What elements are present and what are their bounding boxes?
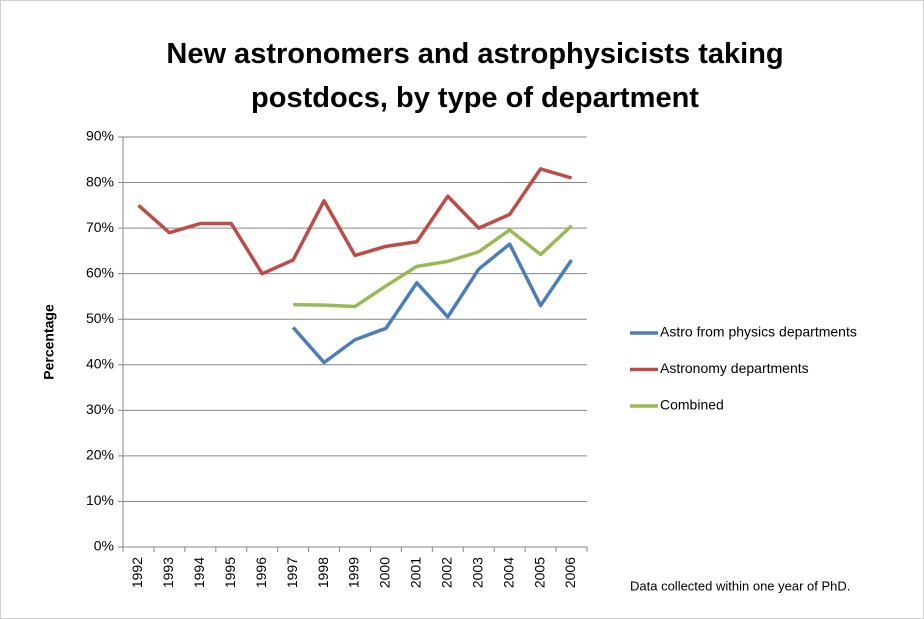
legend-label: Astronomy departments	[660, 360, 809, 376]
x-tick-label: 2004	[500, 557, 516, 588]
x-tick-label: 1992	[129, 557, 145, 588]
x-tick-label: 2001	[408, 557, 424, 588]
x-tick-label: 1996	[253, 557, 269, 588]
y-tick-label: 90%	[86, 128, 114, 144]
x-tick-label: 2005	[531, 557, 547, 588]
x-tick-label: 2002	[439, 557, 455, 588]
x-tick-label: 1997	[284, 557, 300, 588]
y-tick-label: 30%	[86, 401, 114, 417]
y-axis-label: Percentage	[41, 304, 57, 380]
y-tick-label: 0%	[94, 538, 114, 554]
y-tick-label: 70%	[86, 219, 114, 235]
y-tick-label: 20%	[86, 447, 114, 463]
y-tick-label: 80%	[86, 173, 114, 189]
x-tick-label: 1995	[222, 557, 238, 588]
x-tick-label: 1994	[191, 557, 207, 588]
x-tick-label: 1993	[160, 557, 176, 588]
y-tick-label: 60%	[86, 264, 114, 280]
y-tick-label: 40%	[86, 355, 114, 371]
y-tick-label: 10%	[86, 492, 114, 508]
legend-label: Combined	[660, 397, 724, 413]
legend-label: Astro from physics departments	[660, 324, 857, 340]
annotation: Data collected within one year of PhD.	[630, 578, 850, 593]
y-tick-label: 50%	[86, 310, 114, 326]
x-tick-label: 1999	[346, 557, 362, 588]
x-tick-label: 2000	[377, 557, 393, 588]
series-line	[291, 242, 573, 365]
series-line	[137, 167, 573, 276]
x-tick-label: 2006	[562, 557, 578, 588]
x-tick-label: 1998	[315, 557, 331, 588]
chart-title: New astronomers and astrophysicists taki…	[166, 38, 784, 114]
series-line	[293, 224, 573, 309]
x-tick-label: 2003	[469, 557, 485, 588]
